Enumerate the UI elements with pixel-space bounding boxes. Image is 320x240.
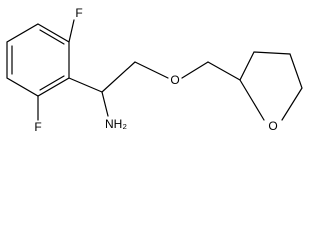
benzene-ring: [6, 23, 70, 97]
bond: [101, 91, 109, 117]
structure: F F NH₂ O O: [6, 6, 303, 134]
atom-label: F: [34, 120, 41, 134]
bond: [207, 61, 241, 81]
atom-label: F: [75, 6, 82, 20]
double-bond: [39, 29, 65, 45]
ring-outline: [6, 23, 70, 97]
bond: [68, 77, 103, 93]
bond: [134, 61, 169, 79]
double-bond: [39, 75, 65, 91]
bond: [101, 61, 136, 93]
atom-label: NH₂: [105, 117, 127, 131]
atom-label: O: [170, 73, 179, 87]
bond: [181, 61, 209, 79]
atom-label: O: [268, 119, 277, 133]
bond: [68, 19, 75, 43]
thf-ring: [239, 51, 303, 121]
